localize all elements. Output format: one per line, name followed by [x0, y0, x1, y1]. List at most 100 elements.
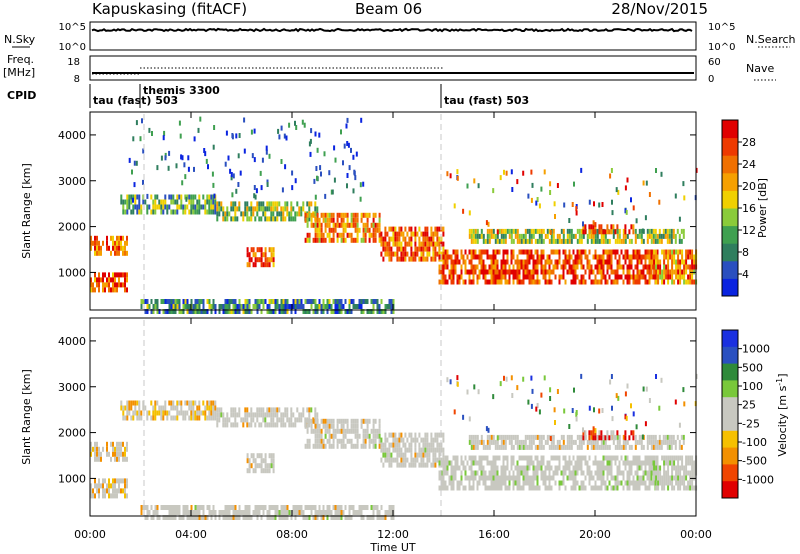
velocity-echo-cell	[374, 505, 377, 510]
velocity-echo-cell	[216, 412, 219, 418]
velocity-echo-cell	[534, 485, 537, 491]
velocity-echo-cell	[562, 439, 565, 445]
velocity-echo-cell	[512, 455, 515, 461]
power-echo-cell	[580, 233, 583, 239]
power-echo-cell	[466, 183, 469, 189]
power-echo-cell	[308, 212, 311, 218]
velocity-echo-cell	[582, 470, 585, 476]
velocity-echo-cell	[600, 475, 603, 481]
velocity-echo-cell	[452, 475, 455, 481]
velocity-echo-cell	[614, 455, 617, 461]
velocity-echo-cell	[620, 455, 623, 461]
power-echo-cell	[452, 274, 455, 280]
velocity-colorbar-tick-label: -1000	[742, 473, 774, 486]
velocity-echo-cell	[588, 480, 591, 486]
power-echo-cell	[322, 299, 325, 304]
noise-panel: N.Sky 10^5 10^0 10^5 10^0 N.Search	[4, 21, 796, 53]
power-echo-cell	[98, 240, 100, 246]
power-echo-cell	[239, 170, 242, 176]
velocity-echo-cell	[634, 480, 637, 486]
velocity-echo-cell	[630, 470, 633, 476]
velocity-echo-cell	[402, 462, 405, 468]
power-echo-cell	[526, 259, 529, 265]
power-echo-cell	[92, 287, 94, 293]
power-echo-cell	[576, 259, 579, 265]
velocity-echo-cell	[400, 447, 403, 453]
power-echo-cell	[212, 199, 215, 205]
power-echo-cell	[194, 299, 197, 304]
power-echo-cell	[388, 256, 391, 262]
velocity-echo-cell	[98, 493, 100, 499]
power-echo-cell	[138, 194, 141, 200]
velocity-echo-cell	[650, 470, 653, 476]
power-echo-cell	[632, 249, 635, 255]
power-echo-cell	[669, 274, 672, 280]
velocity-echo-cell	[302, 412, 305, 418]
velocity-echo-cell	[336, 443, 339, 449]
velocity-echo-cell	[338, 428, 341, 434]
power-echo-cell	[606, 249, 609, 255]
power-echo-cell	[266, 304, 269, 309]
power-echo-cell	[488, 279, 491, 285]
power-echo-cell	[670, 233, 673, 239]
power-echo-cell	[418, 246, 421, 252]
power-echo-cell	[98, 245, 100, 251]
velocity-echo-cell	[304, 515, 307, 520]
velocity-echo-cell	[552, 455, 555, 461]
power-echo-cell	[240, 211, 243, 217]
power-echo-cell	[542, 254, 545, 260]
velocity-echo-cell	[482, 480, 485, 486]
velocity-echo-cell	[290, 422, 293, 428]
power-echo-cell	[102, 277, 104, 283]
velocity-echo-cell	[274, 515, 277, 520]
power-echo-cell	[580, 274, 583, 280]
velocity-echo-cell	[276, 412, 279, 418]
power-echo-cell	[590, 269, 593, 275]
velocity-echo-cell	[496, 465, 499, 471]
velocity-echo-cell	[194, 415, 197, 421]
velocity-echo-cell	[582, 430, 585, 436]
velocity-echo-cell	[598, 435, 601, 441]
velocity-echo-cell	[318, 428, 321, 434]
velocity-echo-cell	[382, 515, 385, 520]
power-echo-cell	[562, 259, 565, 265]
power-echo-cell	[396, 236, 399, 242]
power-echo-cell	[592, 269, 595, 275]
velocity-colorbar-swatch	[722, 363, 738, 381]
velocity-echo-cell	[496, 485, 499, 491]
velocity-echo-cell	[326, 428, 329, 434]
velocity-echo-cell	[178, 400, 181, 406]
power-echo-cell	[106, 235, 108, 241]
velocity-echo-cell	[264, 463, 267, 469]
power-echo-cell	[235, 188, 238, 194]
velocity-echo-cell	[346, 515, 349, 520]
velocity-echo-cell	[226, 510, 229, 515]
velocity-echo-cell	[256, 515, 259, 520]
velocity-echo-cell	[306, 423, 309, 429]
velocity-echo-cell	[681, 455, 684, 461]
velocity-echo-cell	[530, 444, 533, 450]
velocity-echo-cell	[546, 475, 549, 481]
power-echo-cell	[237, 153, 240, 159]
velocity-echo-cell	[588, 405, 591, 411]
power-echo-cell	[632, 274, 635, 280]
velocity-echo-cell	[266, 468, 269, 474]
velocity-echo-cell	[312, 428, 315, 434]
velocity-echo-cell	[366, 515, 369, 520]
velocity-echo-cell	[590, 444, 593, 450]
power-echo-cell	[350, 237, 353, 243]
velocity-echo-cell	[538, 465, 541, 471]
velocity-echo-cell	[552, 434, 555, 440]
power-echo-cell	[278, 134, 281, 140]
velocity-echo-cell	[478, 475, 481, 481]
velocity-echo-cell	[404, 447, 407, 453]
power-echo-cell	[353, 170, 356, 176]
velocity-echo-cell	[562, 480, 565, 486]
power-echo-cell	[384, 251, 387, 257]
power-echo-cell	[528, 228, 531, 234]
velocity-echo-cell	[172, 415, 175, 421]
velocity-echo-cell	[594, 470, 597, 476]
power-echo-cell	[588, 249, 591, 255]
velocity-echo-cell	[316, 438, 319, 444]
power-echo-cell	[278, 304, 281, 309]
